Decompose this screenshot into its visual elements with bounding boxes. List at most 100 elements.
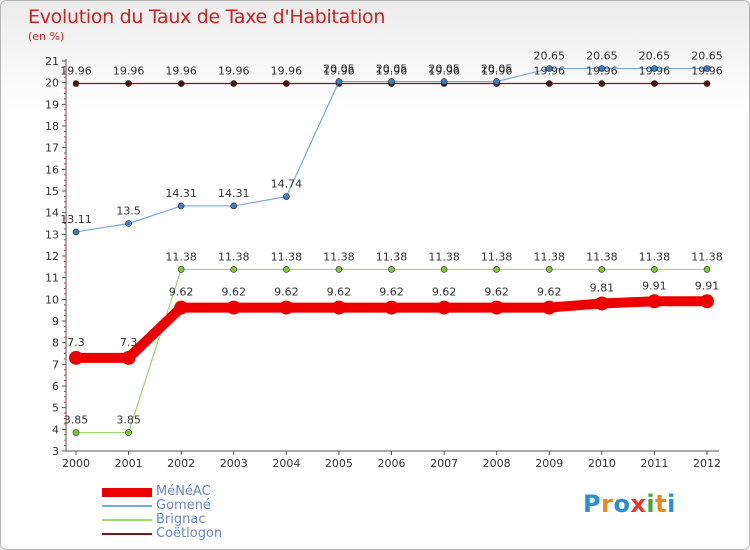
data-label: 19.96 xyxy=(639,65,671,78)
proxiti-logo: Proxiti xyxy=(583,490,676,518)
chart-title: Evolution du Taux de Taxe d'Habitation xyxy=(28,6,386,28)
data-label: 11.38 xyxy=(323,250,355,263)
data-label: 20.65 xyxy=(586,50,618,63)
data-label: 3.85 xyxy=(116,414,141,427)
data-label: 19.96 xyxy=(271,65,303,78)
data-label: 9.62 xyxy=(327,286,352,299)
data-label: 20.65 xyxy=(691,50,723,63)
y-tick-label: 8 xyxy=(52,337,59,350)
logo-letter: i xyxy=(646,490,656,518)
data-point xyxy=(545,80,553,87)
legend-item: Coëtlogon xyxy=(102,527,222,541)
legend-label: MéNéAC xyxy=(156,484,211,499)
data-label: 11.38 xyxy=(376,250,408,263)
legend-label: Gomené xyxy=(156,498,211,513)
data-point xyxy=(72,429,80,436)
data-point xyxy=(335,78,343,85)
data-point xyxy=(594,296,609,311)
data-point xyxy=(651,80,658,87)
data-label: 19.96 xyxy=(481,65,513,78)
data-point xyxy=(703,65,711,72)
data-label: 19.96 xyxy=(534,65,566,78)
logo-letter: o xyxy=(613,490,631,518)
data-point xyxy=(700,294,714,309)
data-label: 11.38 xyxy=(639,250,671,263)
data-point xyxy=(125,80,132,87)
data-point xyxy=(177,266,185,273)
y-tick-label: 14 xyxy=(45,207,59,220)
data-point xyxy=(230,80,238,87)
x-tick-label: 2005 xyxy=(325,457,353,470)
x-tick-label: 2009 xyxy=(535,457,563,470)
data-label: 19.96 xyxy=(165,65,197,78)
y-tick-label: 18 xyxy=(45,120,59,133)
data-label: 9.62 xyxy=(169,286,194,299)
data-point xyxy=(283,266,290,273)
y-tick-label: 9 xyxy=(52,315,59,328)
data-point xyxy=(125,429,132,436)
data-label: 7.3 xyxy=(67,336,85,349)
data-label: 19.96 xyxy=(113,65,145,78)
data-label: 9.91 xyxy=(642,279,667,292)
x-tick-label: 2010 xyxy=(588,457,616,470)
chart-subtitle: (en %) xyxy=(28,30,65,43)
y-tick-label: 13 xyxy=(45,228,59,241)
data-point xyxy=(69,350,83,365)
data-label: 11.38 xyxy=(691,250,723,263)
data-point xyxy=(388,266,395,273)
logo-letter: P xyxy=(583,490,602,518)
data-label: 11.38 xyxy=(428,250,460,263)
data-label: 19.96 xyxy=(376,65,408,78)
data-label: 11.38 xyxy=(271,250,303,263)
data-label: 7.3 xyxy=(120,336,138,349)
data-label: 20.05 xyxy=(376,63,408,76)
data-label: 11.38 xyxy=(534,250,566,263)
y-tick-label: 21 xyxy=(45,55,59,68)
legend-swatch xyxy=(102,533,152,535)
data-point xyxy=(283,80,290,87)
logo-letter: x xyxy=(630,490,647,518)
data-point xyxy=(384,300,399,315)
data-label: 19.96 xyxy=(691,65,723,78)
data-label: 14.31 xyxy=(165,187,197,200)
data-label: 14.31 xyxy=(218,187,250,200)
data-point xyxy=(283,193,290,200)
data-label: 3.85 xyxy=(64,414,89,427)
data-label: 9.62 xyxy=(537,286,562,299)
legend-swatch xyxy=(102,519,152,521)
data-point xyxy=(703,80,711,87)
data-label: 19.96 xyxy=(218,65,250,78)
x-tick-label: 2001 xyxy=(115,457,143,470)
data-point xyxy=(177,80,185,87)
data-point xyxy=(125,220,132,227)
logo-letter: t xyxy=(655,490,668,518)
series-line xyxy=(75,67,708,233)
data-point xyxy=(598,80,606,87)
series-0 xyxy=(69,294,714,365)
y-tick-label: 7 xyxy=(52,358,59,371)
x-tick-label: 2008 xyxy=(483,457,511,470)
data-point xyxy=(335,266,343,273)
y-tick-label: 17 xyxy=(45,142,59,155)
data-label: 11.38 xyxy=(218,250,250,263)
data-point xyxy=(174,300,189,315)
data-label: 20.65 xyxy=(639,50,671,63)
data-label: 9.62 xyxy=(484,286,509,299)
x-tick-label: 2007 xyxy=(430,457,458,470)
data-label: 9.91 xyxy=(695,279,720,292)
data-point xyxy=(230,266,238,273)
data-point xyxy=(647,294,662,309)
data-label: 20.05 xyxy=(428,63,460,76)
data-label: 13.5 xyxy=(116,205,141,218)
data-point xyxy=(489,300,504,315)
legend-item: MéNéAC xyxy=(102,485,222,499)
data-label: 14.74 xyxy=(271,178,303,191)
data-point xyxy=(598,266,606,273)
legend-label: Brignac xyxy=(156,512,206,527)
data-point xyxy=(545,266,553,273)
x-tick-label: 2003 xyxy=(220,457,248,470)
data-point xyxy=(226,300,241,315)
data-point xyxy=(121,350,136,365)
data-label: 9.62 xyxy=(432,286,457,299)
